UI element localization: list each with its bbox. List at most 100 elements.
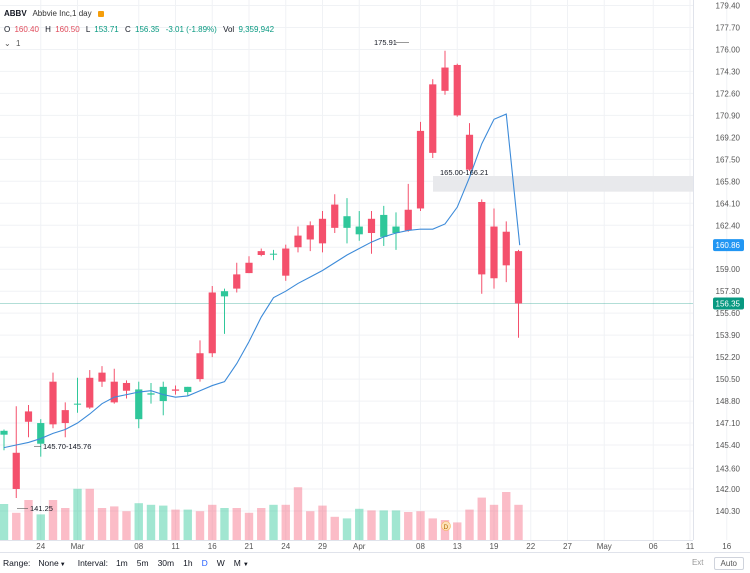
indicator-legend[interactable]: ⌄ 1 [4,39,20,48]
candle-body [73,403,82,405]
x-tick-label: 29 [318,542,327,551]
range-dropdown[interactable]: None▼ [38,558,65,568]
volume-bar [12,512,21,540]
flag-icon [97,10,104,17]
low-label: L [85,25,91,34]
x-tick-label: 22 [526,542,535,551]
interval-30m-button[interactable]: 30m [157,558,175,568]
chevron-down-icon[interactable]: ⌄ [4,39,11,48]
last-price-tag: 156.35 [713,297,744,310]
price-chart[interactable]: 175.91 141.25 165.00-166.21 145.70-145.76 D 1… [0,0,750,552]
candle-body [220,291,229,297]
volume-bar [355,508,364,540]
volume-label: Vol [223,25,235,34]
ext-toggle[interactable]: Ext [691,558,704,567]
gap-lower-label: 145.70-145.76 [43,442,91,451]
x-tick-label: Apr [353,542,366,551]
y-tick-label: 164.10 [716,199,741,208]
y-tick-label: 172.60 [716,89,741,98]
volume-bar [318,505,327,540]
high-marker-label: 175.91 [374,38,397,47]
candle-body [318,218,327,244]
candle-body [184,386,192,393]
volume-bar [404,512,413,540]
candle-body [514,251,523,304]
candle-body [380,214,388,237]
candle-body [306,225,314,240]
event-marker [441,521,451,531]
candle-body [208,292,216,354]
y-tick-label: 155.60 [716,309,741,318]
volume-bar [183,509,192,540]
interval-m-label: M [233,558,241,568]
bottom-toolbar: Range: None▼ Interval: 1m 5m 30m 1h D W … [0,552,750,573]
y-tick-label: 179.40 [716,2,741,11]
volume-bar [146,504,156,540]
high-value: 160.50 [55,25,80,34]
y-tick-label: 177.70 [716,23,741,32]
ma-price-tag: 160.86 [713,239,744,252]
volume-bar [465,509,474,540]
volume-bar [257,508,266,540]
ma-price-tag-text: 160.86 [716,241,741,250]
volume-bar [159,505,168,540]
x-tick-label: 24 [36,542,45,551]
candles [0,50,523,499]
x-tick-label: 11 [171,542,180,551]
moving-average-line [3,113,521,449]
last-price-tag-text: 156.35 [716,299,741,308]
y-tick-label: 170.90 [716,111,741,120]
candle-body [171,389,180,391]
gap-upper-label: 165.00-166.21 [440,168,488,177]
interval-1m-button[interactable]: 1m [115,558,128,568]
candle-body [367,218,376,234]
volume-bar [453,522,462,540]
volume-bar [110,506,119,540]
y-tick-label: 165.80 [716,177,741,186]
range-label: Range: [3,558,31,568]
y-tick-label: 152.20 [716,353,741,362]
candle-body [233,274,241,289]
auto-toggle[interactable]: Auto [713,557,744,570]
y-tick-label: 150.50 [716,375,741,384]
close-label: C [124,25,131,34]
candle-body [159,386,167,402]
candle-body [110,381,118,403]
volume-bar [502,492,511,540]
ma-price-tag-bg [713,239,744,252]
y-tick-label: 174.30 [716,67,741,76]
symbol-legend: ABBV Abbvie Inc,1 day [4,9,104,18]
volume-bar [208,504,217,540]
y-tick-label: 169.20 [716,133,741,142]
y-tick-label: 147.10 [716,419,741,428]
x-tick-label: 08 [134,542,143,551]
volume-bar [244,512,254,540]
symbol-label[interactable]: ABBV [4,9,27,18]
change-value: -3.01 (-1.89%) [165,25,217,34]
low-value: 153.71 [94,25,119,34]
close-value: 156.35 [135,25,160,34]
candle-body [257,251,265,255]
interval-5m-button[interactable]: 5m [136,558,149,568]
interval-d-button[interactable]: D [201,558,208,568]
x-tick-label: Mar [71,542,85,551]
volume-value: 9,359,942 [238,25,275,34]
volume-bar [48,500,58,540]
candle-body [49,381,57,425]
volume-bar [428,518,437,540]
candle-body [122,382,131,391]
candle-body [331,204,339,228]
interval-1h-button[interactable]: 1h [183,558,193,568]
interval-m-button[interactable]: M ▼ [234,558,249,568]
x-tick-label: 13 [453,542,462,551]
open-value: 160.40 [14,25,39,34]
grid-lines [0,0,728,540]
volume-bar [97,508,107,540]
interval-w-button[interactable]: W [216,558,225,568]
caret-down-icon: ▼ [59,562,66,568]
volume-bar [281,504,290,540]
candle-body [86,377,94,408]
volume-bar [24,500,33,540]
candle-body [282,248,290,276]
candle-body [453,64,461,116]
